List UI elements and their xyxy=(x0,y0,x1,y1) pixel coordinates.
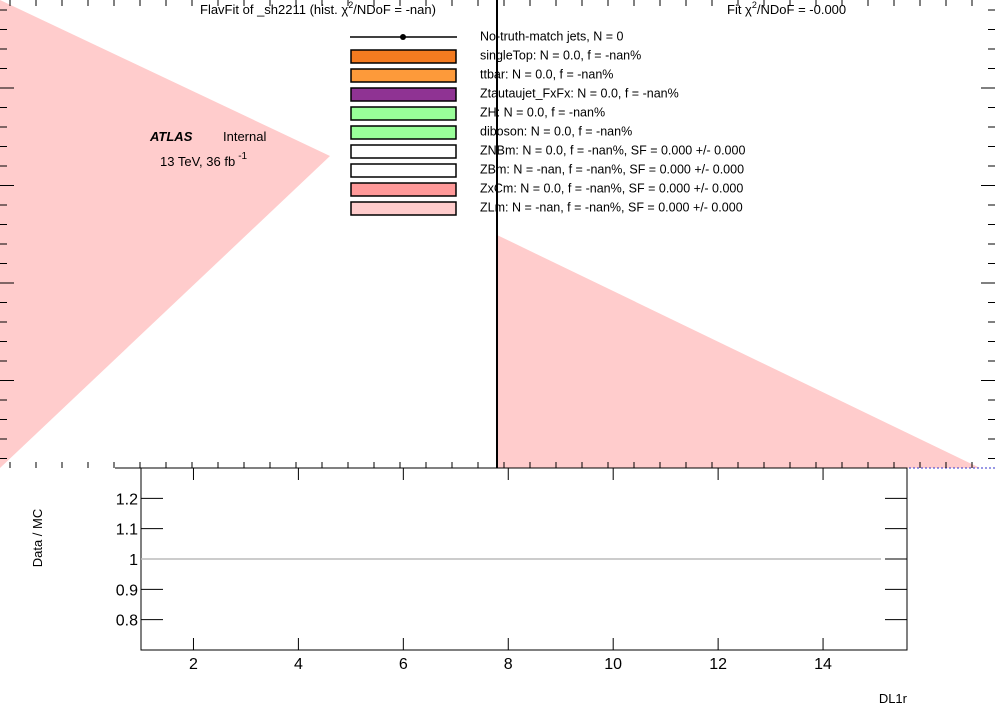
x-tick-label: 6 xyxy=(399,656,408,673)
y-tick-label: 0.9 xyxy=(116,582,138,599)
legend-label: No-truth-match jets, N = 0 xyxy=(480,29,623,43)
legend-label: ZH: N = 0.0, f = -nan% xyxy=(480,105,605,119)
x-axis-label: DL1r xyxy=(879,691,908,706)
legend-label: Ztautaujet_FxFx: N = 0.0, f = -nan% xyxy=(480,86,679,100)
legend-swatch xyxy=(350,125,457,140)
title-part: /NDoF = -nan) xyxy=(353,2,436,17)
legend-label: ZxCm: N = 0.0, f = -nan%, SF = 0.000 +/-… xyxy=(480,181,743,195)
legend-marker xyxy=(400,34,406,40)
fit-part: /NDoF = -0.000 xyxy=(757,2,846,17)
x-tick-label: 10 xyxy=(604,656,622,673)
y-tick-label: 1.2 xyxy=(116,491,138,508)
ratio-panel: 0.8 0.9 1 1.1 1.2 2 4 6 8 10 12 14 xyxy=(116,468,907,673)
atlas-label: ATLAS xyxy=(149,129,193,144)
x-tick-label: 8 xyxy=(504,656,513,673)
y-axis-label: Data / MC xyxy=(30,509,45,568)
legend-swatch xyxy=(350,87,457,102)
upper-ticks xyxy=(0,0,995,468)
title-sup: 2 xyxy=(348,0,353,10)
legend-swatch xyxy=(350,68,457,83)
atlas-status: Internal xyxy=(223,129,266,144)
legend-label: ttbar: N = 0.0, f = -nan% xyxy=(480,67,613,81)
title: FlavFit of _sh2211 (hist. χ2/NDoF = -nan… xyxy=(200,0,436,17)
stack-fill xyxy=(0,0,330,468)
fit-text: Fit χ2/NDoF = -0.000 xyxy=(727,0,846,17)
y-tick-label: 1.1 xyxy=(116,522,138,539)
fit-part: Fit χ xyxy=(727,2,752,17)
legend: No-truth-match jets, N = 0 singleTop: N =… xyxy=(350,29,745,216)
legend-swatch xyxy=(350,49,457,64)
lumi: 13 TeV, 36 fb -1 xyxy=(160,151,248,169)
x-tick-label: 12 xyxy=(709,656,727,673)
legend-label: ZLm: N = -nan, f = -nan%, SF = 0.000 +/-… xyxy=(480,200,743,214)
x-tick-label: 4 xyxy=(294,656,303,673)
legend-label: singleTop: N = 0.0, f = -nan% xyxy=(480,48,641,62)
legend-swatch xyxy=(350,106,457,121)
legend-swatch xyxy=(350,182,457,197)
legend-label: ZNBm: N = 0.0, f = -nan%, SF = 0.000 +/-… xyxy=(480,143,745,157)
legend-label: diboson: N = 0.0, f = -nan% xyxy=(480,124,632,138)
lumi-sup: -1 xyxy=(238,151,247,162)
legend-swatch xyxy=(350,201,457,216)
x-tick-label: 14 xyxy=(814,656,832,673)
stack-fill xyxy=(497,235,980,468)
y-tick-label: 1 xyxy=(129,552,138,569)
y-tick-label: 0.8 xyxy=(116,613,138,630)
lumi-part: 13 TeV, 36 fb xyxy=(160,154,235,169)
x-tick-label: 2 xyxy=(189,656,198,673)
legend-swatch xyxy=(350,163,457,178)
legend-label: ZBm: N = -nan, f = -nan%, SF = 0.000 +/-… xyxy=(480,162,744,176)
fit-sup: 2 xyxy=(752,0,757,10)
title-part: FlavFit of _sh2211 (hist. χ xyxy=(200,2,348,17)
legend-swatch xyxy=(350,144,457,159)
